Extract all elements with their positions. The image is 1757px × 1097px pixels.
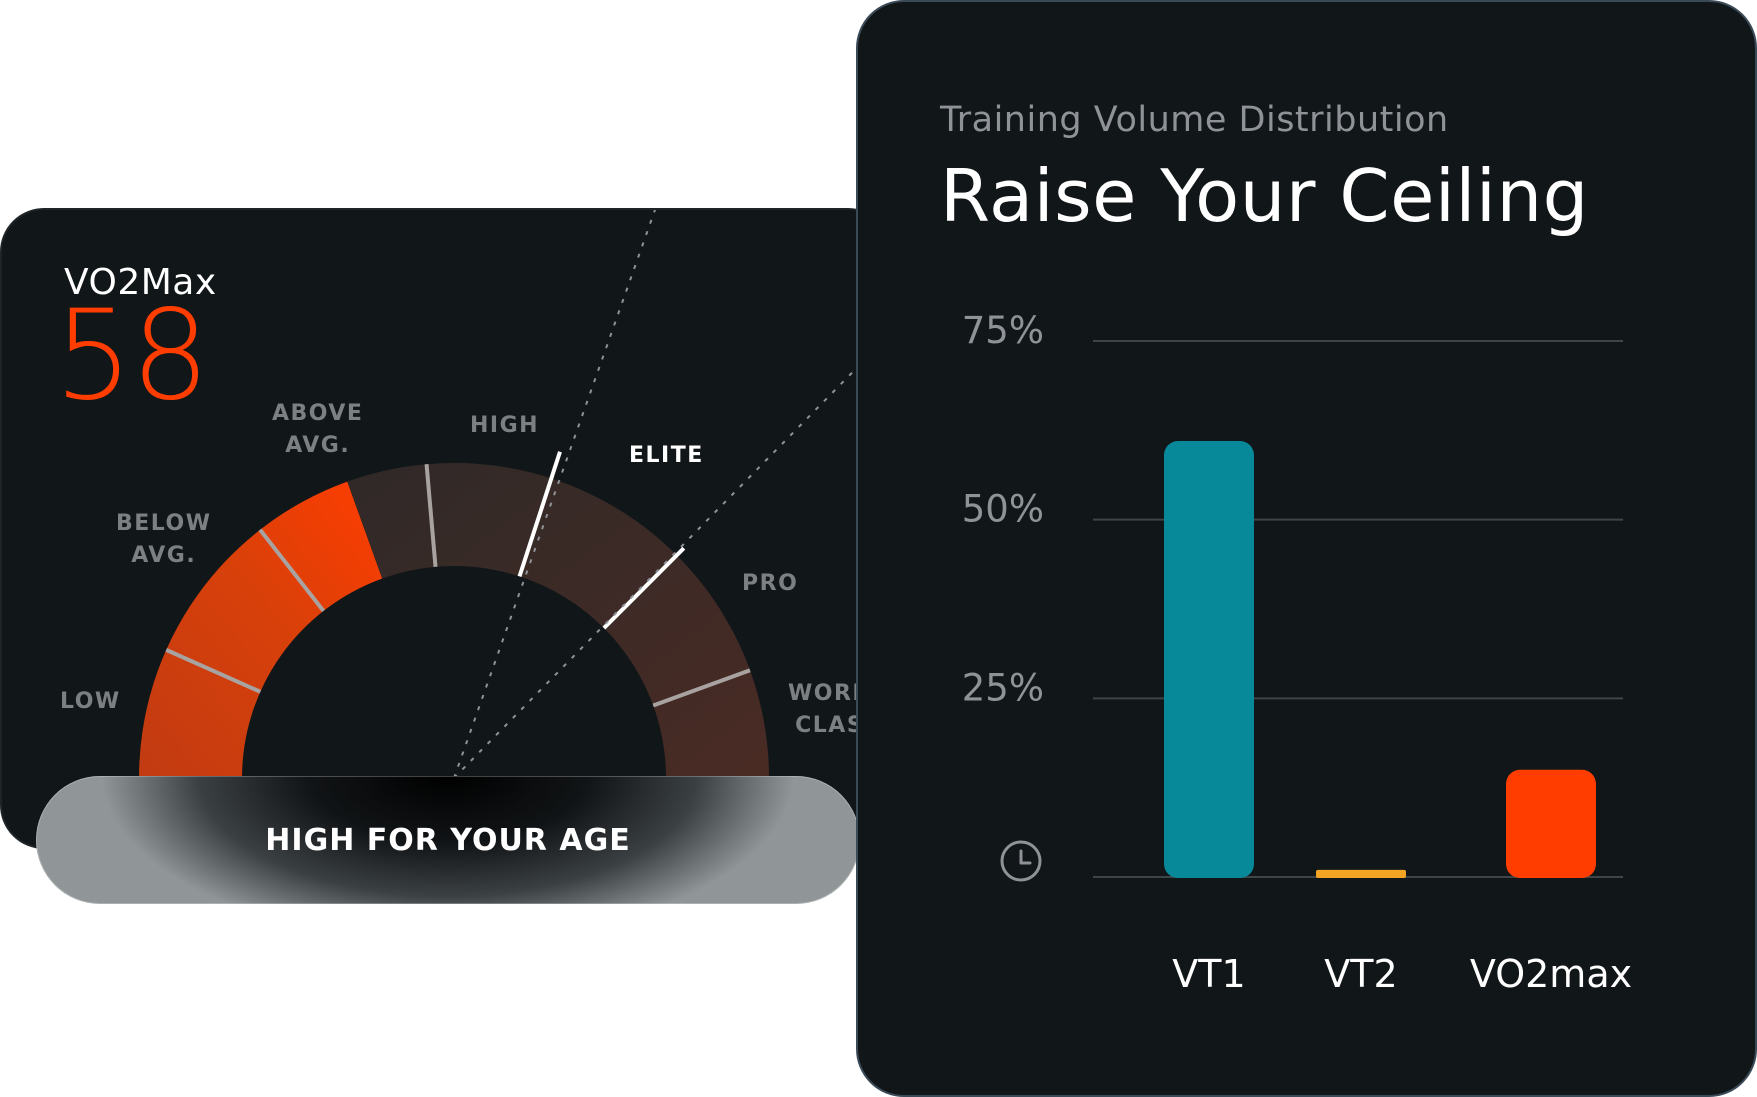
gauge-marker-elite <box>602 546 686 630</box>
zone-label-high: HIGH <box>470 413 540 438</box>
zone-label-low: LOW <box>60 689 121 714</box>
vo2max-value: 58 <box>54 284 210 428</box>
bar-vo2max <box>1506 769 1596 878</box>
chart-title: Raise Your Ceiling <box>940 154 1589 238</box>
gauge-filled-arc <box>139 481 383 778</box>
gauge-zone-divider <box>165 648 262 694</box>
gauge-zone-divider <box>258 528 326 613</box>
bar-vt1 <box>1164 441 1254 878</box>
vo2max-label: VO2Max <box>64 262 217 303</box>
zone-label-pro: PRO <box>742 571 799 596</box>
zone-label-below-avg: BELOW AVG. <box>116 511 212 568</box>
bar-vt2 <box>1316 869 1406 878</box>
x-tick-label: VT1 <box>1172 952 1245 996</box>
gauge-marker-high <box>517 451 562 577</box>
gauge-track-arc <box>347 463 769 778</box>
status-badge: HIGH FOR YOUR AGE <box>36 776 860 904</box>
clock-icon <box>1000 840 1042 882</box>
y-tick-label: 50% <box>962 488 1044 531</box>
zone-label-elite: ELITE <box>629 443 704 468</box>
gauge-guide-line <box>453 332 890 779</box>
status-text: HIGH FOR YOUR AGE <box>265 822 631 858</box>
chart-subtitle: Training Volume Distribution <box>940 100 1449 140</box>
y-tick-label: 75% <box>962 309 1044 352</box>
zone-label-above-avg: ABOVE AVG. <box>272 401 364 458</box>
x-tick-label: VO2max <box>1470 952 1632 996</box>
y-tick-label: 25% <box>962 666 1044 709</box>
gauge-guide-line <box>453 210 656 779</box>
gauge-graphic <box>139 210 890 779</box>
bar-chart: 25% 50% 75% VT1 VT2 VO2max <box>962 309 1632 996</box>
gauge-zone-divider <box>652 668 751 708</box>
vo2max-gauge-card: VO2Max 58 LOW BELOW AVG. ABOVE AVG. HIGH E… <box>0 208 892 849</box>
training-volume-card: Training Volume Distribution Raise Your … <box>856 0 1757 1097</box>
x-tick-label: VT2 <box>1324 952 1397 996</box>
gauge-zone-divider <box>424 464 438 567</box>
